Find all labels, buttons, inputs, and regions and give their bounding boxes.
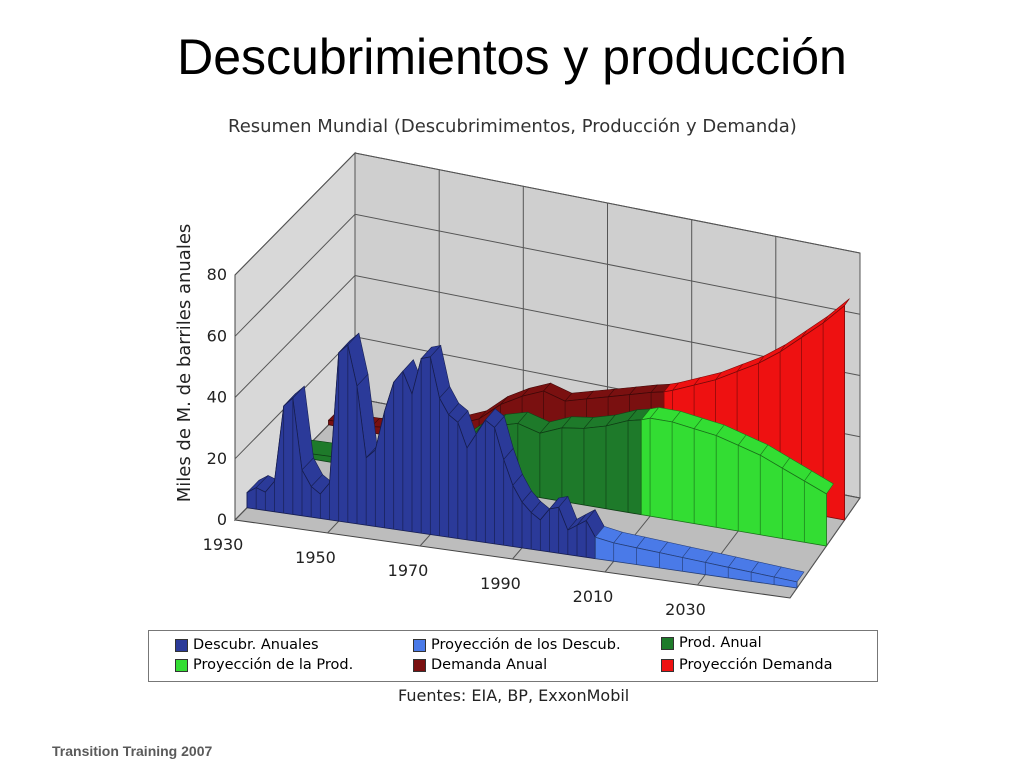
x-tick-label: 1990 xyxy=(480,574,521,593)
y-tick-label: 20 xyxy=(207,449,227,468)
y-tick-label: 40 xyxy=(207,388,227,407)
legend-item-proyeccion-prod: Proyección de la Prod. xyxy=(175,657,353,673)
chart-legend: Descubr. Anuales Proyección de los Descu… xyxy=(148,630,878,682)
x-tick-label: 1950 xyxy=(295,548,336,567)
legend-item-proyeccion-demanda: Proyección Demanda xyxy=(661,657,833,673)
x-tick-label: 1930 xyxy=(203,535,244,554)
y-tick-label: 0 xyxy=(217,510,227,529)
slide-footer: Transition Training 2007 xyxy=(52,743,213,759)
legend-swatch xyxy=(175,638,188,652)
legend-item-descubr-anuales: Descubr. Anuales xyxy=(175,637,319,653)
y-tick-label: 60 xyxy=(207,326,227,345)
slide-title: Descubrimientos y producción xyxy=(177,29,847,85)
legend-swatch xyxy=(661,636,674,650)
legend-item-proyeccion-descub: Proyección de los Descub. xyxy=(413,637,621,653)
legend-swatch xyxy=(413,638,426,652)
legend-item-prod-anual: Prod. Anual xyxy=(661,635,762,651)
legend-swatch xyxy=(661,658,674,672)
legend-item-demanda-anual: Demanda Anual xyxy=(413,657,547,673)
y-tick-label: 80 xyxy=(207,265,227,284)
chart-sources: Fuentes: EIA, BP, ExxonMobil xyxy=(398,686,630,705)
gridline-x xyxy=(789,253,861,599)
chart-svg: 0 20 40 60 80 1930 1950 1970 1990 2010 2030 Miles d… xyxy=(174,151,861,619)
legend-swatch xyxy=(413,658,426,672)
x-tick-label: 2010 xyxy=(573,587,614,606)
legend-swatch xyxy=(175,658,188,672)
chart-title: Resumen Mundial (Descubrimimentos, Produ… xyxy=(228,116,797,137)
chart: Resumen Mundial (Descubrimimentos, Produ… xyxy=(140,108,888,708)
x-tick-label: 1970 xyxy=(388,561,429,580)
x-tick-label: 2030 xyxy=(665,600,706,619)
y-axis-label: Miles de M. de barriles anuales xyxy=(174,224,195,503)
